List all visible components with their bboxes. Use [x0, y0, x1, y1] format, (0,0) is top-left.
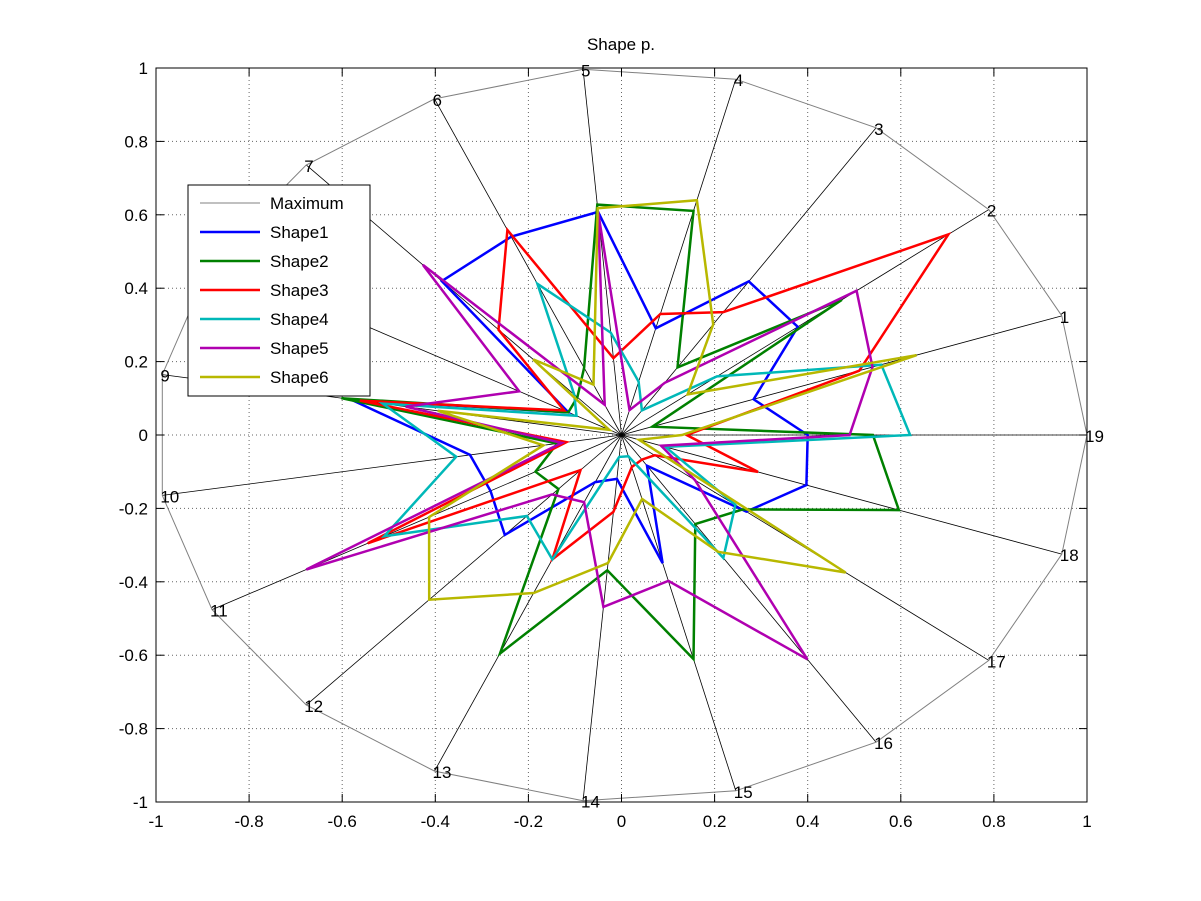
y-tick-label: 0: [139, 426, 148, 445]
x-tick-label: 0.8: [982, 812, 1006, 831]
spoke-label: 7: [304, 157, 313, 176]
legend: Maximum Shape1 Shape2 Shape3 Shape4 Shape5 Sha…: [187, 184, 371, 397]
spoke-line: [582, 434, 622, 801]
series-line-maximum: [161, 68, 1088, 802]
series-line-shape4: [378, 280, 912, 562]
x-tick-label: -0.6: [328, 812, 357, 831]
spoke-line: [305, 434, 622, 706]
x-tick-label: -1: [148, 812, 163, 831]
spoke-line: [621, 79, 737, 436]
x-tick-label: -0.8: [234, 812, 263, 831]
x-tick-label: -0.2: [514, 812, 543, 831]
ticks: -1 -0.8 -0.6 -0.4 -0.2 0 0.2 0.4 0.6 0.8 1 -1 -0.8 -0…: [119, 59, 1092, 831]
spoke-line: [621, 434, 737, 791]
spoke-label: 10: [160, 487, 179, 506]
y-tick-label: 0.4: [124, 279, 148, 298]
series-line-shape5: [305, 211, 874, 661]
y-tick-label: -0.4: [119, 573, 148, 592]
chart-title: Shape p.: [587, 35, 655, 54]
y-tick-label: 0.6: [124, 206, 148, 225]
legend-label: Shape6: [270, 368, 329, 387]
x-tick-label: 0.2: [703, 812, 727, 831]
y-tick-label: 1: [139, 59, 148, 78]
y-tick-label: -0.6: [119, 646, 148, 665]
spoke-label: 1: [1060, 308, 1069, 327]
spoke-label: 13: [433, 763, 452, 782]
spoke-line: [434, 434, 622, 772]
spoke-line: [621, 315, 1062, 436]
x-tick-label: 0.4: [796, 812, 820, 831]
spoke-label: 4: [734, 71, 743, 90]
legend-label: Shape1: [270, 223, 329, 242]
series-group: [161, 68, 1088, 802]
spoke-label: 6: [433, 91, 442, 110]
spoke-line: [582, 69, 622, 436]
spoke-line: [434, 98, 622, 436]
y-tick-label: -1: [133, 793, 148, 812]
spoke-label: 5: [581, 61, 590, 80]
legend-label: Shape3: [270, 281, 329, 300]
x-tick-label: 0.6: [889, 812, 913, 831]
spoke-label: 9: [160, 367, 169, 386]
spoke-label: 16: [874, 734, 893, 753]
spoke-label: 3: [874, 120, 883, 139]
spoke-line: [621, 209, 990, 436]
legend-label: Shape5: [270, 339, 329, 358]
spoke-line: [621, 434, 1062, 555]
spoke-line: [621, 434, 877, 743]
legend-label: Shape4: [270, 310, 329, 329]
y-tick-label: 0.2: [124, 353, 148, 372]
y-tick-label: -0.2: [119, 499, 148, 518]
legend-label: Maximum: [270, 194, 344, 213]
x-tick-label: 1: [1082, 812, 1091, 831]
spoke-line: [211, 434, 622, 611]
x-tick-label: -0.4: [421, 812, 450, 831]
spoke-label: 12: [304, 697, 323, 716]
spoke-label: 2: [987, 202, 996, 221]
spoke-label: 18: [1060, 546, 1079, 565]
spoke-label: 19: [1085, 427, 1104, 446]
series-line-shape1: [350, 210, 809, 564]
series-line-shape6: [427, 198, 917, 602]
spoke-label: 15: [734, 783, 753, 802]
x-tick-label: 0: [617, 812, 626, 831]
y-tick-label: 0.8: [124, 132, 148, 151]
legend-label: Shape2: [270, 252, 329, 271]
spoke-label: 17: [987, 652, 1006, 671]
spoke-label: 11: [210, 602, 228, 621]
y-tick-label: -0.8: [119, 720, 148, 739]
